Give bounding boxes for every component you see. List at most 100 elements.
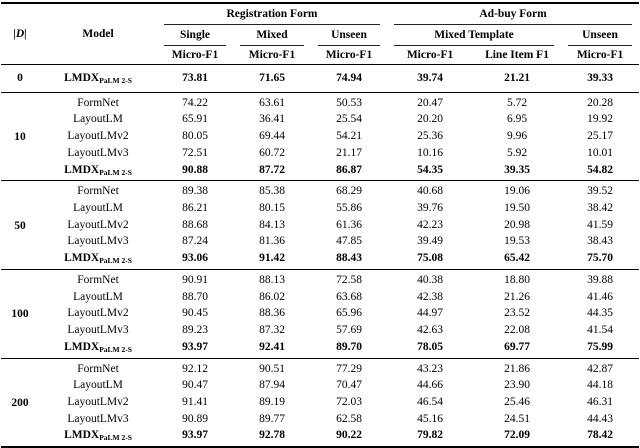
metric-header-micro-f1: Micro-F1	[311, 46, 388, 65]
model-header: Model	[39, 3, 157, 65]
metric-value-cell: 23.90	[504, 379, 530, 392]
table-row: LayoutLMv2 88.68 84.13 61.36 42.23 20.98 41.59	[1, 217, 639, 234]
metric-value-cell: 90.88	[182, 163, 208, 176]
model-name-cell: FormNet	[77, 362, 119, 375]
metric-value-cell: 91.41	[182, 395, 208, 408]
metric-value-cell: 90.45	[182, 307, 208, 320]
metric-value-cell: 89.19	[259, 395, 285, 408]
metric-value-cell: 72.03	[336, 395, 362, 408]
metric-header-micro-f1: Micro-F1	[561, 46, 640, 65]
metric-value-cell: 93.97	[182, 340, 208, 353]
metric-value-cell: 85.38	[259, 185, 285, 198]
row-group-200: 200 FormNet 92.12 90.51 77.29 43.23 21.86 42.87…	[1, 358, 640, 447]
table-row: 200 FormNet 92.12 90.51 77.29 43.23 21.86 42.87	[1, 358, 639, 409]
metric-value-cell: 93.06	[182, 252, 208, 265]
metric-value-cell: 74.94	[336, 72, 362, 84]
metric-value-cell: 89.70	[336, 340, 362, 353]
metric-value-cell: 25.54	[336, 113, 362, 126]
metric-value-cell: 80.15	[259, 202, 285, 215]
table-row: 50 FormNet 89.38 85.38 68.29 40.68 19.06 39.52	[1, 181, 639, 231]
metric-value-cell: 44.43	[587, 412, 613, 425]
metric-value-cell: 44.97	[417, 307, 443, 320]
row-group-100: 100 FormNet 90.91 88.13 72.58 40.38 18.80 39.88…	[1, 269, 640, 358]
model-subscript: PaLM 2-S	[99, 256, 132, 266]
model-name-cell: LayoutLM	[73, 113, 123, 126]
model-name-cell: LMDXPaLM 2-S	[64, 429, 132, 443]
metric-value-cell: 42.87	[587, 362, 613, 375]
model-name-cell: LayoutLMv2	[67, 395, 129, 408]
metric-value-cell: 92.12	[182, 362, 208, 375]
metric-value-cell: 5.72	[506, 96, 528, 109]
model-name-cell: LayoutLMv2	[67, 218, 129, 231]
model-name-cell: LMDXPaLM 2-S	[64, 340, 132, 354]
model-name-cell: LMDXPaLM 2-S	[64, 72, 132, 85]
table-row: LMDXPaLM 2-S 93.06 91.42 88.43 75.08 65.42 75.…	[1, 250, 639, 269]
metric-value-cell: 69.77	[504, 340, 530, 353]
metric-value-cell: 6.95	[506, 113, 528, 126]
model-name-cell: LayoutLMv3	[67, 146, 129, 159]
mixed-split-header: Mixed	[233, 25, 311, 46]
dataset-size-cell: 50	[14, 219, 26, 232]
metric-value-cell: 54.21	[336, 130, 362, 143]
metric-value-cell: 40.38	[417, 273, 443, 286]
dataset-size-cell: 100	[11, 308, 29, 321]
header-row-metrics: Micro-F1 Micro-F1 Micro-F1 Micro-F1 Line…	[1, 46, 640, 65]
metric-value-cell: 42.63	[417, 324, 443, 337]
metric-value-cell: 25.17	[587, 130, 613, 143]
metric-value-cell: 79.82	[417, 429, 443, 442]
metric-value-cell: 72.09	[504, 429, 530, 442]
metric-value-cell: 20.47	[417, 96, 443, 109]
metric-value-cell: 22.08	[504, 324, 530, 337]
table-row: LayoutLMv3 87.24 81.36 47.85 39.49 19.53 38.43	[1, 233, 639, 250]
metric-value-cell: 87.94	[259, 379, 285, 392]
metric-value-cell: 46.54	[417, 395, 443, 408]
metric-value-cell: 78.05	[417, 340, 443, 353]
model-name-cell: LMDXPaLM 2-S	[64, 252, 132, 266]
metric-value-cell: 73.81	[182, 72, 208, 84]
metric-value-cell: 25.46	[504, 395, 530, 408]
metric-value-cell: 38.43	[587, 235, 613, 248]
metric-value-cell: 39.76	[417, 202, 443, 215]
dataset-size-header: |D|	[1, 3, 39, 65]
metric-value-cell: 89.38	[182, 185, 208, 198]
metric-value-cell: 69.44	[259, 130, 285, 143]
table-row: 0 LMDXPaLM 2-S 73.81 71.65 74.94 39.74 21.21 39…	[1, 65, 639, 93]
metric-value-cell: 41.59	[587, 218, 613, 231]
metric-value-cell: 39.74	[417, 72, 443, 84]
metric-value-cell: 44.18	[587, 379, 613, 392]
metric-value-cell: 21.17	[336, 146, 362, 159]
table-row: LayoutLM 88.70 86.02 63.68 42.38 21.26 41.46	[1, 289, 639, 306]
metric-value-cell: 24.51	[504, 412, 530, 425]
metric-value-cell: 19.06	[504, 185, 530, 198]
model-name-cell: FormNet	[77, 96, 119, 109]
metric-value-cell: 25.36	[417, 130, 443, 143]
registration-form-header: Registration Form	[157, 3, 387, 25]
metric-value-cell: 65.91	[182, 113, 208, 126]
model-subscript: PaLM 2-S	[99, 344, 132, 354]
metric-value-cell: 63.68	[336, 290, 362, 303]
table-row: LMDXPaLM 2-S 90.88 87.72 86.87 54.35 39.35 54.…	[1, 162, 639, 181]
model-name-cell: LayoutLM	[73, 379, 123, 392]
table-row: LayoutLM 90.47 87.94 70.47 44.66 23.90 44.18	[1, 377, 639, 394]
metric-value-cell: 19.92	[587, 113, 613, 126]
table-row: LayoutLMv3 72.51 60.72 21.17 10.16 5.92 10.01	[1, 145, 639, 162]
metric-value-cell: 90.91	[182, 273, 208, 286]
model-name-cell: LayoutLMv2	[67, 130, 129, 143]
metric-value-cell: 75.08	[417, 252, 443, 265]
model-name-cell: FormNet	[77, 185, 119, 198]
metric-value-cell: 80.05	[182, 130, 208, 143]
metric-value-cell: 44.35	[587, 307, 613, 320]
model-name-cell: LayoutLM	[73, 290, 123, 303]
metric-value-cell: 43.23	[417, 362, 443, 375]
table-row: LayoutLMv2 80.05 69.44 54.21 25.36 9.96 25.17	[1, 128, 639, 145]
metric-value-cell: 68.29	[336, 185, 362, 198]
metric-value-cell: 61.36	[336, 218, 362, 231]
metric-value-cell: 92.41	[259, 340, 285, 353]
metric-header-micro-f1: Micro-F1	[157, 46, 233, 65]
metric-value-cell: 90.51	[259, 362, 285, 375]
metric-value-cell: 20.98	[504, 218, 530, 231]
metric-value-cell: 42.38	[417, 290, 443, 303]
metric-value-cell: 21.26	[504, 290, 530, 303]
metric-value-cell: 47.85	[336, 235, 362, 248]
